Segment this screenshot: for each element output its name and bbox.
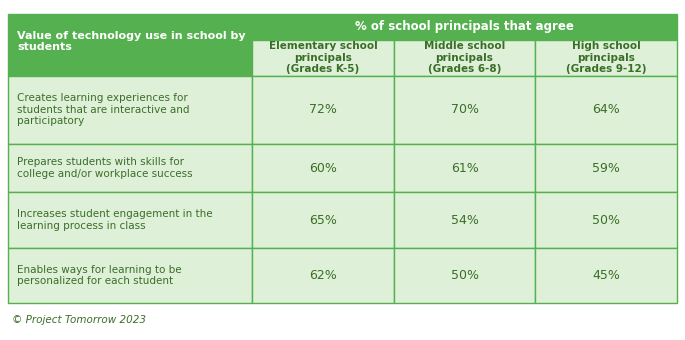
- Text: Creates learning experiences for
students that are interactive and
participatory: Creates learning experiences for student…: [17, 93, 190, 126]
- Bar: [8, 192, 252, 248]
- Text: Prepares students with skills for
college and/or workplace success: Prepares students with skills for colleg…: [17, 157, 192, 179]
- Bar: [535, 144, 677, 192]
- Bar: [8, 14, 252, 76]
- Bar: [252, 144, 394, 192]
- Bar: [252, 76, 394, 144]
- Text: 61%: 61%: [451, 162, 478, 175]
- Text: 54%: 54%: [451, 214, 478, 227]
- Text: % of school principals that agree: % of school principals that agree: [355, 20, 574, 33]
- Text: Enables ways for learning to be
personalized for each student: Enables ways for learning to be personal…: [17, 265, 182, 286]
- Text: Elementary school
principals
(Grades K-5): Elementary school principals (Grades K-5…: [269, 41, 377, 74]
- Text: 60%: 60%: [309, 162, 337, 175]
- Text: 70%: 70%: [451, 103, 479, 116]
- Bar: [535, 76, 677, 144]
- Text: Increases student engagement in the
learning process in class: Increases student engagement in the lear…: [17, 209, 213, 231]
- Bar: [252, 192, 394, 248]
- Bar: [252, 14, 677, 40]
- Bar: [252, 40, 394, 76]
- Text: 62%: 62%: [309, 269, 337, 282]
- Bar: [252, 248, 394, 303]
- Bar: [394, 144, 535, 192]
- Bar: [8, 76, 252, 144]
- Text: 65%: 65%: [309, 214, 337, 227]
- Text: 72%: 72%: [309, 103, 337, 116]
- Text: 59%: 59%: [592, 162, 620, 175]
- Bar: [535, 248, 677, 303]
- Bar: [394, 40, 535, 76]
- Bar: [394, 76, 535, 144]
- Bar: [8, 144, 252, 192]
- Text: © Project Tomorrow 2023: © Project Tomorrow 2023: [12, 314, 146, 325]
- Text: 50%: 50%: [592, 214, 620, 227]
- Text: Middle school
principals
(Grades 6-8): Middle school principals (Grades 6-8): [424, 41, 505, 74]
- Bar: [535, 192, 677, 248]
- Text: 50%: 50%: [451, 269, 479, 282]
- Text: Value of technology use in school by
students: Value of technology use in school by stu…: [17, 31, 246, 52]
- Bar: [8, 248, 252, 303]
- Text: 64%: 64%: [592, 103, 620, 116]
- Bar: [394, 192, 535, 248]
- Bar: [394, 248, 535, 303]
- Text: 45%: 45%: [592, 269, 620, 282]
- Text: High school
principals
(Grades 9-12): High school principals (Grades 9-12): [566, 41, 646, 74]
- Bar: [535, 40, 677, 76]
